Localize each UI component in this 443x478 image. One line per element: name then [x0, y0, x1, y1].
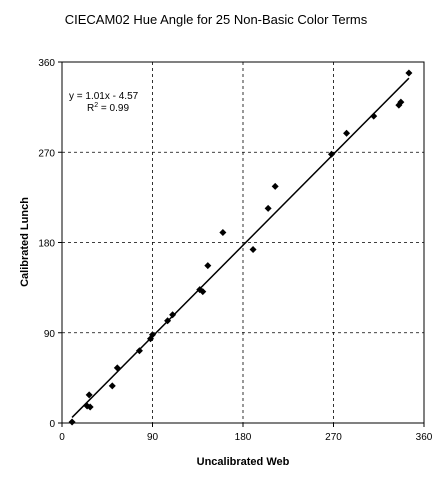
y-tick-label: 270	[38, 148, 55, 159]
data-points	[68, 69, 413, 426]
data-point	[264, 204, 272, 212]
x-tick-label: 180	[235, 432, 252, 443]
data-point	[86, 403, 94, 411]
trendline	[71, 77, 410, 418]
data-point	[108, 382, 116, 390]
data-point	[68, 418, 76, 426]
data-point	[164, 317, 172, 325]
data-point	[405, 69, 413, 77]
data-point	[169, 311, 177, 319]
x-tick-label: 360	[416, 432, 433, 443]
data-point	[113, 364, 121, 372]
data-point	[149, 331, 156, 339]
y-tick-label: 360	[38, 58, 55, 69]
data-point	[343, 129, 351, 137]
x-tick-labels: 0 90 180 270 360	[59, 432, 433, 443]
data-point	[219, 228, 227, 236]
r-squared-prefix: R	[87, 103, 94, 114]
data-point	[135, 347, 143, 355]
r-squared-value: = 0.99	[98, 103, 129, 114]
x-tick-label: 270	[325, 432, 342, 443]
data-point	[370, 112, 378, 120]
data-point	[271, 182, 279, 190]
data-point	[199, 288, 207, 296]
regression-equation: y = 1.01x - 4.57	[69, 91, 139, 102]
r-squared-superscript: 2	[94, 102, 98, 109]
y-tick-label: 0	[49, 419, 55, 430]
x-tick-label: 90	[147, 432, 159, 443]
data-point	[85, 391, 93, 399]
chart-title: CIECAM02 Hue Angle for 25 Non-Basic Colo…	[65, 12, 368, 27]
regression-annotation: y = 1.01x - 4.57 R2 = 0.99	[69, 91, 139, 114]
r-squared-label: R2 = 0.99	[87, 102, 129, 114]
gridlines	[62, 62, 424, 423]
y-tick-label: 90	[44, 329, 56, 340]
x-tick-label: 0	[59, 432, 65, 443]
y-axis-label: Calibrated Lunch	[19, 197, 31, 287]
x-axis-label: Uncalibrated Web	[197, 456, 290, 468]
y-tick-labels: 0 90 180 270 360	[38, 58, 55, 430]
data-point	[249, 246, 257, 254]
data-point	[204, 262, 212, 270]
tick-marks	[58, 61, 425, 427]
y-tick-label: 180	[38, 239, 55, 250]
data-point	[397, 98, 405, 106]
data-point	[327, 150, 335, 158]
